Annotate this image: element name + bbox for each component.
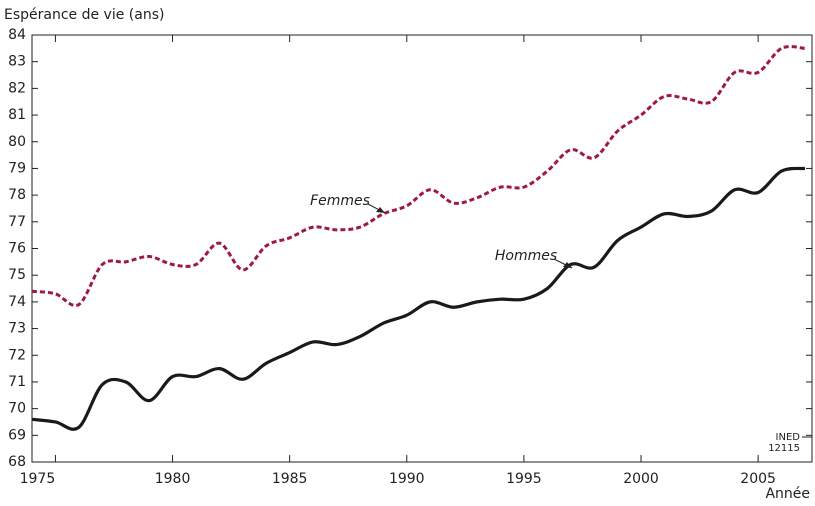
y-tick-label: 75	[8, 267, 26, 283]
y-tick-label: 81	[8, 107, 26, 123]
y-tick-label: 74	[8, 294, 26, 310]
y-tick-label: 70	[8, 401, 26, 417]
series-label: Femmes	[310, 193, 370, 209]
x-tick-label: 1985	[272, 471, 308, 487]
x-tick-label: 1975	[20, 471, 56, 487]
y-tick-label: 83	[8, 54, 26, 70]
label-arrowhead	[563, 262, 572, 268]
x-tick-label: 2000	[623, 471, 659, 487]
x-tick-label: 1980	[155, 471, 191, 487]
y-tick-label: 68	[8, 454, 26, 470]
y-tick-label: 76	[8, 241, 26, 257]
y-axis-label: Espérance de vie (ans)	[4, 7, 164, 23]
x-tick-label: 2005	[740, 471, 776, 487]
y-tick-label: 73	[8, 321, 26, 337]
note: 12115	[768, 443, 800, 454]
y-tick-label: 80	[8, 134, 26, 150]
y-tick-label: 78	[8, 187, 26, 203]
y-tick-label: 77	[8, 214, 26, 230]
series-label: Hommes	[495, 248, 557, 264]
series-line	[31, 45, 806, 308]
label-arrowhead	[376, 207, 385, 213]
plot-frame	[31, 34, 813, 463]
y-tick-label: 84	[8, 27, 26, 43]
y-tick-label: 71	[8, 374, 26, 390]
x-tick-label: 1990	[389, 471, 425, 487]
note: INED	[776, 432, 801, 443]
y-tick-label: 69	[8, 427, 26, 443]
x-tick-label: 1995	[506, 471, 542, 487]
y-tick-label: 79	[8, 160, 26, 176]
series-line	[31, 166, 806, 431]
y-tick-label: 72	[8, 347, 26, 363]
x-axis-label: Année	[765, 486, 810, 502]
y-tick-label: 82	[8, 80, 26, 96]
